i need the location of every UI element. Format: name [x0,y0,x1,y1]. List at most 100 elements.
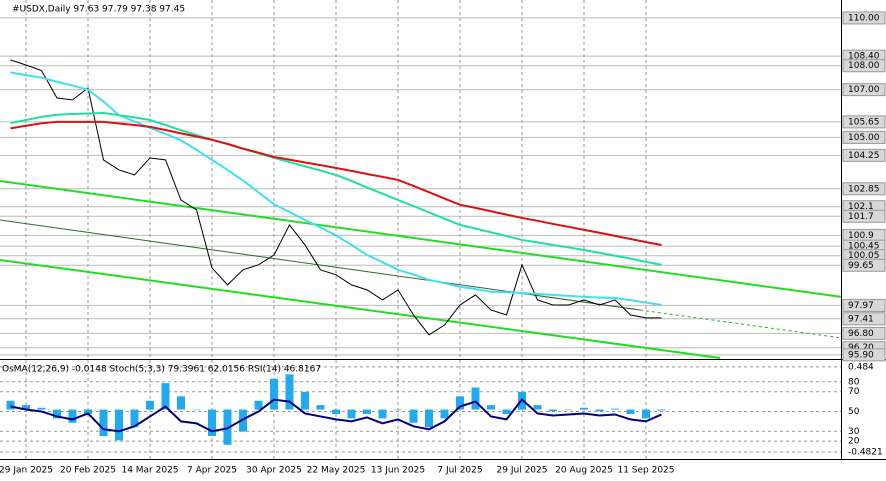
y-tick-label: 108.00 [848,61,880,71]
tick-label-box [842,312,886,326]
y-tick-label: 100.05 [848,251,880,261]
chart-title: #USDX,Daily 97.63 97.79 97.38 97.45 [12,5,185,15]
y-tick-label: 80 [848,377,860,387]
series-line [10,59,662,336]
osma-bar [440,409,449,419]
y-tick-label: 20 [848,437,860,447]
y-tick-label: 102.1 [848,202,874,212]
osma-bar [363,409,371,414]
tick-label-box [842,130,886,144]
y-tick-label: 95.90 [848,350,874,360]
osma-bar [37,407,46,410]
osma-bar [347,409,356,419]
osma-bar [595,409,604,412]
osma-bar [22,405,30,410]
osma-bar [549,409,557,412]
x-tick-label: 7 Jul 2025 [437,466,482,476]
tick-label-box [842,83,886,97]
osma-bar [239,409,247,432]
y-tick-label: 96.80 [848,329,874,339]
osma-bar [99,409,108,436]
osma-bar [642,409,650,419]
tick-label-box [842,348,886,362]
y-tick-label: 100.9 [848,231,874,241]
trend-line [639,309,843,339]
osma-bar [254,400,263,410]
y-tick-label: 99.65 [848,261,874,271]
osma-bar [332,409,340,414]
trend-line [0,219,641,311]
y-tick-label: 96.20 [848,343,874,353]
tick-label-box [842,148,886,162]
y-tick-label: 97.97 [848,301,874,311]
y-tick-label: 70 [848,387,860,397]
osma-bar [53,409,61,419]
series-line [10,120,662,246]
tick-label-box [842,11,886,25]
channel-line [0,180,843,298]
osma-bar [502,409,511,414]
osma-bar [378,409,387,419]
x-tick-label: 22 May 2025 [307,466,366,476]
osma-bar [394,409,402,411]
series-line [10,112,662,266]
osma-bar [425,409,433,428]
x-tick-label: 29 Jul 2025 [497,466,548,476]
osma-bar [409,409,418,423]
tick-label-box [842,258,886,272]
osma-bar [564,409,573,411]
osma-bar [208,409,216,436]
y-tick-label: 50 [848,407,860,417]
tick-label-box [842,59,886,73]
y-tick-label: 0.484 [848,362,874,372]
osma-bar [285,374,294,410]
osma-bar [270,378,278,410]
osma-bar [471,387,480,410]
tick-label-box [842,326,886,340]
y-tick-label: 107.00 [848,85,880,95]
y-tick-label: 104.25 [848,151,880,161]
osma-bar [146,400,154,410]
osma-bar [161,383,170,410]
osma-bar [487,405,495,410]
y-tick-label: 102.85 [848,184,880,194]
tick-label-box [842,209,886,223]
tick-label-box [842,182,886,196]
y-tick-label: 110.00 [848,13,880,23]
x-tick-label: 30 Apr 2025 [246,466,302,476]
tick-label-box [842,298,886,312]
osma-bar [6,400,15,410]
osma-bar [533,405,542,410]
osma-bar [84,409,92,414]
x-tick-label: 13 Jun 2025 [371,466,425,476]
indicator-title: OsMA(12,26,9) -0.0148 Stoch(5,3,3) 79.39… [2,365,321,375]
y-tick-label: 30 [848,427,860,437]
osma-bar [580,407,588,410]
osma-bar [316,405,325,410]
x-tick-label: 14 Mar 2025 [121,466,178,476]
y-tick-label: 100.45 [848,242,880,252]
osma-bar [657,409,666,411]
osma-bar [456,396,464,410]
osma-bar [177,396,185,410]
tick-label-box [842,115,886,129]
x-tick-label: 20 Aug 2025 [555,466,613,476]
y-tick-label: -0.4821 [848,448,883,458]
y-tick-label: 105.00 [848,133,880,143]
x-tick-label: 7 Apr 2025 [187,466,237,476]
channel-line [0,259,721,359]
x-tick-label: 29 Jan 2025 [0,466,53,476]
y-tick-label: 108.40 [848,52,880,62]
series-line [10,398,662,433]
x-tick-label: 11 Sep 2025 [617,466,674,476]
x-tick-label: 20 Feb 2025 [60,466,116,476]
osma-bar [626,409,635,414]
osma-bar [68,409,77,423]
osma-bar [192,409,201,411]
osma-bar [130,409,139,428]
y-tick-label: 101.7 [848,212,874,222]
osma-bar [301,391,309,410]
